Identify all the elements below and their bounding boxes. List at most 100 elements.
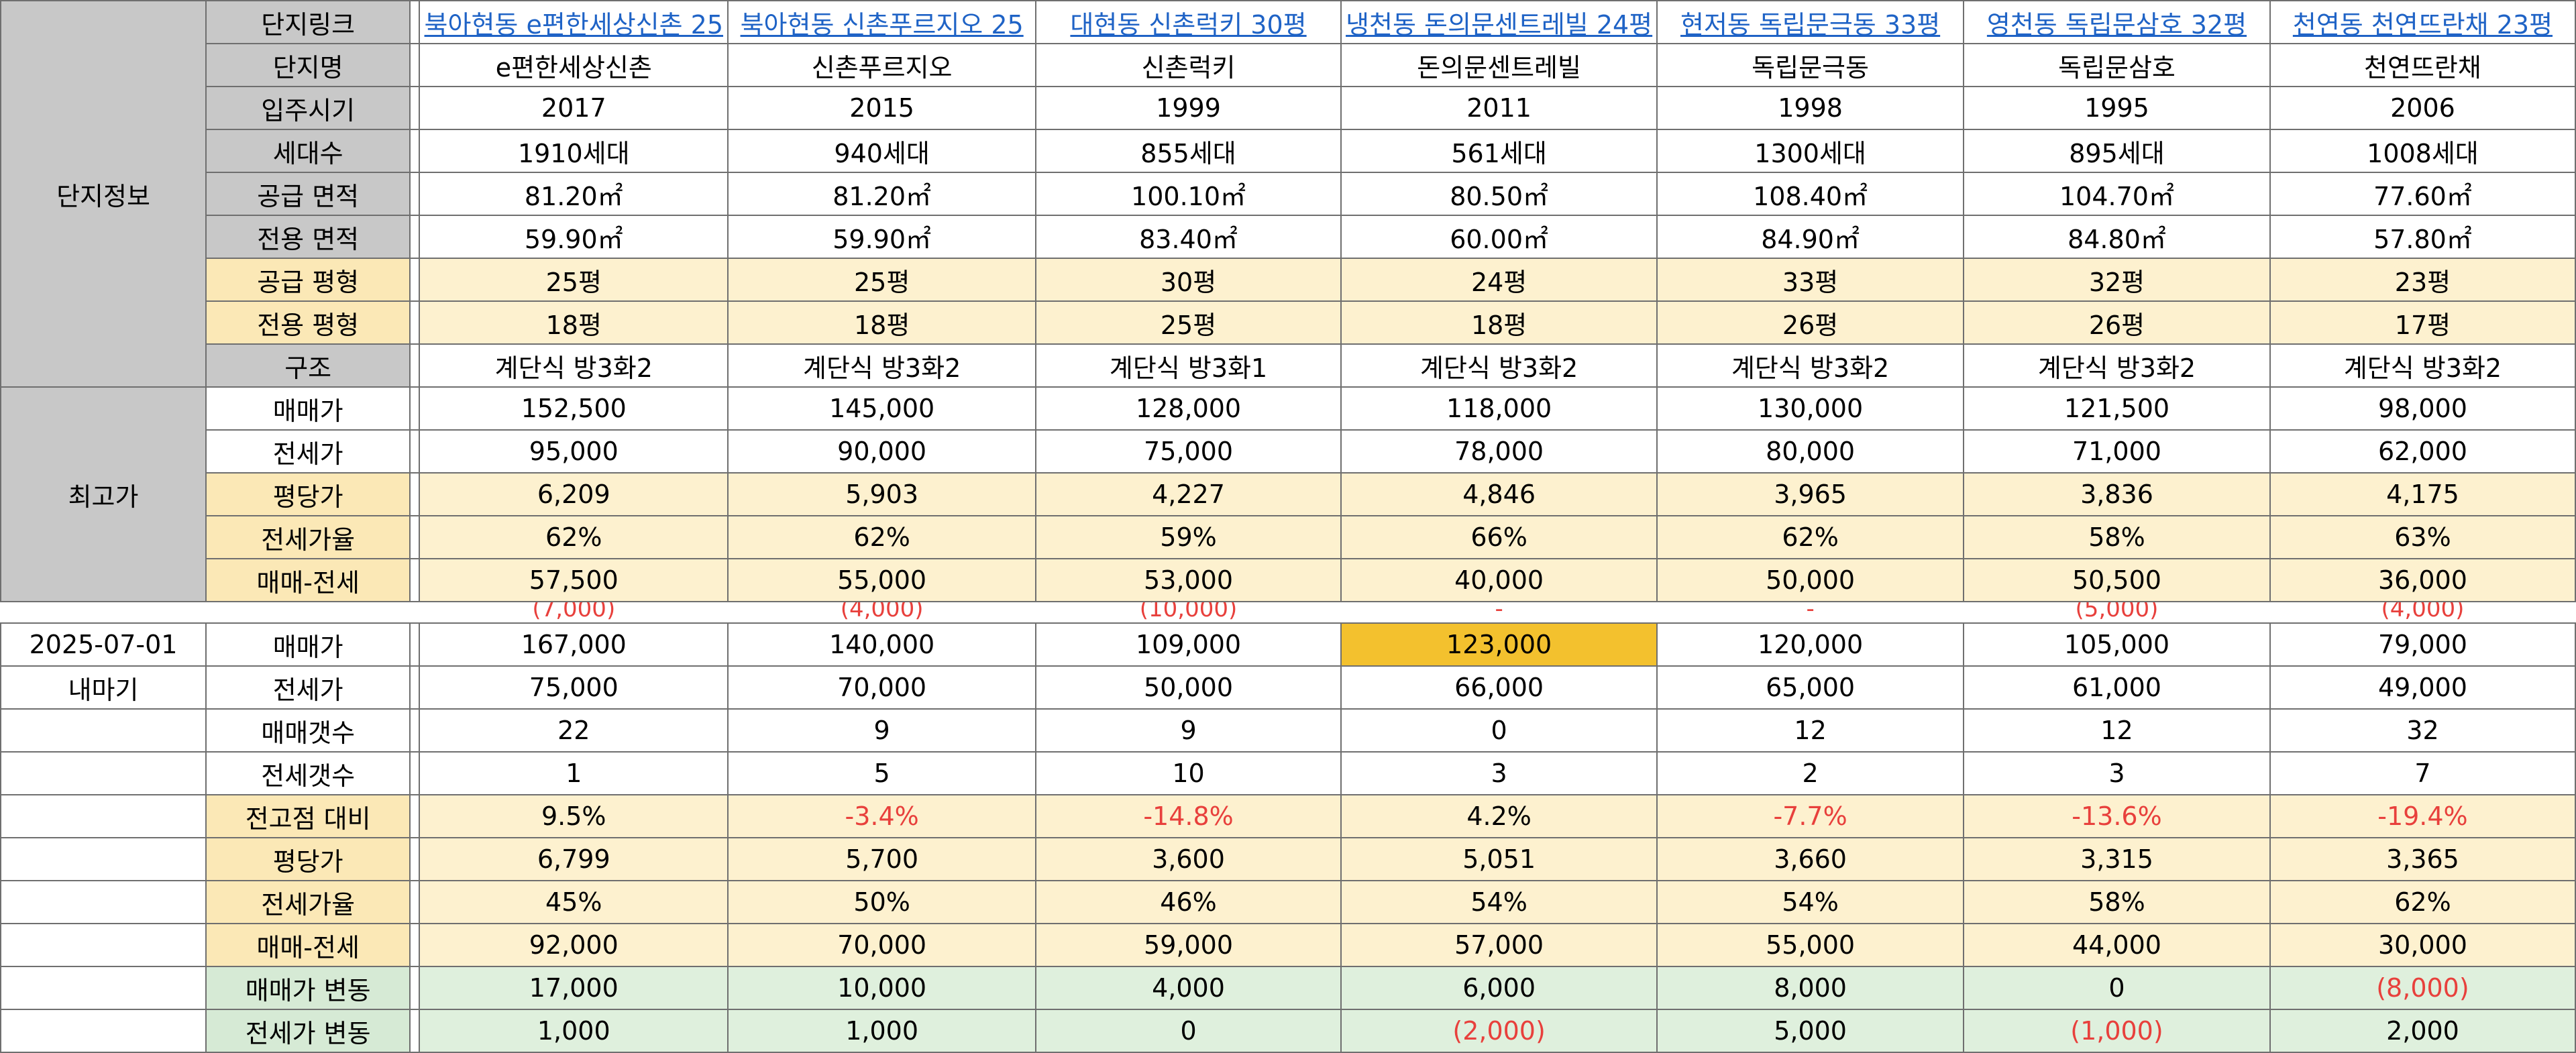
gap-cell	[409, 1009, 421, 1053]
cell-max_ratio: 62%	[1656, 515, 1965, 559]
section-blank	[0, 923, 207, 967]
cell-max_ppy: 3,965	[1656, 472, 1965, 516]
cell-excl_area: 84.90㎡	[1656, 215, 1965, 259]
cell-max_sale: 130,000	[1656, 386, 1965, 431]
cell-cur_ratio: 54%	[1656, 880, 1965, 924]
gap-cell	[409, 665, 421, 710]
cell-supply_py: 33평	[1656, 258, 1965, 302]
cell-jeonse_change: (1,000)	[1963, 1009, 2271, 1053]
cell-cur_ratio: 46%	[1034, 880, 1342, 924]
row-label-cur_ratio: 전세가율	[205, 880, 411, 924]
cell-supply_area: 77.60㎡	[2269, 172, 2576, 216]
cell-structure: 계단식 방3화2	[419, 343, 729, 388]
cell-cur_ppy: 6,799	[419, 837, 729, 881]
row-label-units: 세대수	[205, 129, 411, 173]
cell-excl_area: 84.80㎡	[1963, 215, 2271, 259]
complex-link[interactable]: 대현동 신촌럭키 30평	[1034, 0, 1342, 44]
cell-jeonse_cnt: 7	[2269, 751, 2576, 795]
cell-name: 독립문삼호	[1963, 43, 2271, 87]
cell-sale_change: 0	[1963, 966, 2271, 1010]
cell-max_ppy: 4,227	[1034, 472, 1342, 516]
cell-max_jeonse: 75,000	[1034, 429, 1342, 474]
cell-name: 독립문극동	[1656, 43, 1965, 87]
row-cur_sale: 2025-07-01 매매가 167,000 140,000 109,000 123,00…	[0, 622, 2576, 667]
row-label-jeonse_cnt: 전세갯수	[205, 751, 411, 795]
row-cur_ratio: 전세가율 45% 50% 46% 54% 54% 58% 62%	[0, 880, 2576, 924]
complex-link[interactable]: 북아현동 e편한세상신촌 25	[419, 0, 729, 44]
cell-cur_sale: 79,000	[2269, 622, 2576, 667]
cell-max_ratio: 66%	[1340, 515, 1658, 559]
cell-excl_py: 18평	[419, 300, 729, 345]
cell-vs_peak: -19.4%	[2269, 794, 2576, 838]
row-units: 세대수 1910세대 940세대 855세대 561세대 1300세대 895세대 1008세…	[1, 129, 2576, 173]
cell-name: 돈의문센트레빌	[1340, 43, 1658, 87]
cell-units: 561세대	[1340, 129, 1658, 173]
cell-year: 2011	[1340, 86, 1658, 130]
gap-cell	[409, 86, 421, 130]
cell-sale_change: (8,000)	[2269, 966, 2576, 1010]
section-blank	[0, 751, 207, 795]
section-blank	[0, 1009, 207, 1053]
cell-excl_area: 57.80㎡	[2269, 215, 2576, 259]
cell-cur_jeonse: 49,000	[2269, 665, 2576, 710]
cell-name: 신촌럭키	[1034, 43, 1342, 87]
cell-excl_area: 83.40㎡	[1034, 215, 1342, 259]
cell-structure: 계단식 방3화2	[1656, 343, 1965, 388]
partial-row: (7,000) (4,000) (10,000) - - (5,000) (4,000)	[1, 602, 2575, 623]
row-label-sale_cnt: 매매갯수	[205, 708, 411, 753]
gap-cell	[409, 880, 421, 924]
gap-cell	[409, 343, 421, 388]
cell-name: 천연뜨란채	[2269, 43, 2576, 87]
gap-cell	[409, 622, 421, 667]
partial-value: (4,000)	[728, 602, 1036, 623]
gap-cell	[409, 429, 421, 474]
cell-cur_sale: 105,000	[1963, 622, 2271, 667]
gap-cell	[409, 794, 421, 838]
gap-cell	[409, 923, 421, 967]
cell-jeonse_cnt: 1	[419, 751, 729, 795]
cell-max_ratio: 62%	[419, 515, 729, 559]
section-cur: 내마기	[0, 665, 207, 710]
row-jeonse_change: 전세가 변동 1,000 1,000 0 (2,000) 5,000 (1,000) 2,00…	[0, 1009, 2576, 1053]
gap-cell	[409, 215, 421, 259]
cell-units: 1300세대	[1656, 129, 1965, 173]
row-cur_jeonse: 내마기 전세가 75,000 70,000 50,000 66,000 65,000 61,0…	[0, 665, 2576, 710]
cell-sale_cnt: 0	[1340, 708, 1658, 753]
cell-sale_change: 17,000	[419, 966, 729, 1010]
cell-max_sale: 128,000	[1034, 386, 1342, 431]
cell-max_jeonse: 90,000	[727, 429, 1036, 474]
cell-cur_ppy: 3,660	[1656, 837, 1965, 881]
cell-cur_jeonse: 66,000	[1340, 665, 1658, 710]
complex-link[interactable]: 냉천동 돈의문센트레빌 24평	[1340, 0, 1658, 44]
cell-cur_gap: 57,000	[1340, 923, 1658, 967]
row-max_ppy: 평당가 6,209 5,903 4,227 4,846 3,965 3,836 4,175	[1, 472, 2576, 516]
cell-max_jeonse: 80,000	[1656, 429, 1965, 474]
cell-cur_ppy: 3,600	[1034, 837, 1342, 881]
cell-excl_py: 26평	[1963, 300, 2271, 345]
cell-supply_area: 81.20㎡	[419, 172, 729, 216]
row-link: 단지정보 단지링크 북아현동 e편한세상신촌 25 북아현동 신촌푸르지오 25 대현동…	[0, 0, 2576, 388]
cell-supply_py: 24평	[1340, 258, 1658, 302]
gap-cell	[409, 300, 421, 345]
cell-vs_peak: -7.7%	[1656, 794, 1965, 838]
complex-link[interactable]: 천연동 천연뜨란채 23평	[2269, 0, 2576, 44]
cell-year: 2017	[419, 86, 729, 130]
cell-supply_py: 25평	[419, 258, 729, 302]
cell-excl_area: 59.90㎡	[419, 215, 729, 259]
cell-cur_sale: 140,000	[727, 622, 1036, 667]
complex-link[interactable]: 현저동 독립문극동 33평	[1656, 0, 1965, 44]
cell-max_ratio: 62%	[727, 515, 1036, 559]
complex-link[interactable]: 북아현동 신촌푸르지오 25	[727, 0, 1036, 44]
cell-year: 2015	[727, 86, 1036, 130]
cell-supply_area: 100.10㎡	[1034, 172, 1342, 216]
cell-cur_ppy: 3,365	[2269, 837, 2576, 881]
cell-cur_jeonse: 75,000	[419, 665, 729, 710]
row-structure: 구조 계단식 방3화2 계단식 방3화2 계단식 방3화1 계단식 방3화2 계단식 방3…	[1, 343, 2576, 388]
partial-value: (5,000)	[1964, 602, 2270, 623]
row-sale_change: 매매가 변동 17,000 10,000 4,000 6,000 8,000 0 (8,000…	[0, 966, 2576, 1010]
cell-jeonse_change: 5,000	[1656, 1009, 1965, 1053]
section-max: 최고가	[0, 386, 207, 602]
complex-link[interactable]: 영천동 독립문삼호 32평	[1963, 0, 2271, 44]
cell-cur_jeonse: 50,000	[1034, 665, 1342, 710]
cell-sale_change: 6,000	[1340, 966, 1658, 1010]
